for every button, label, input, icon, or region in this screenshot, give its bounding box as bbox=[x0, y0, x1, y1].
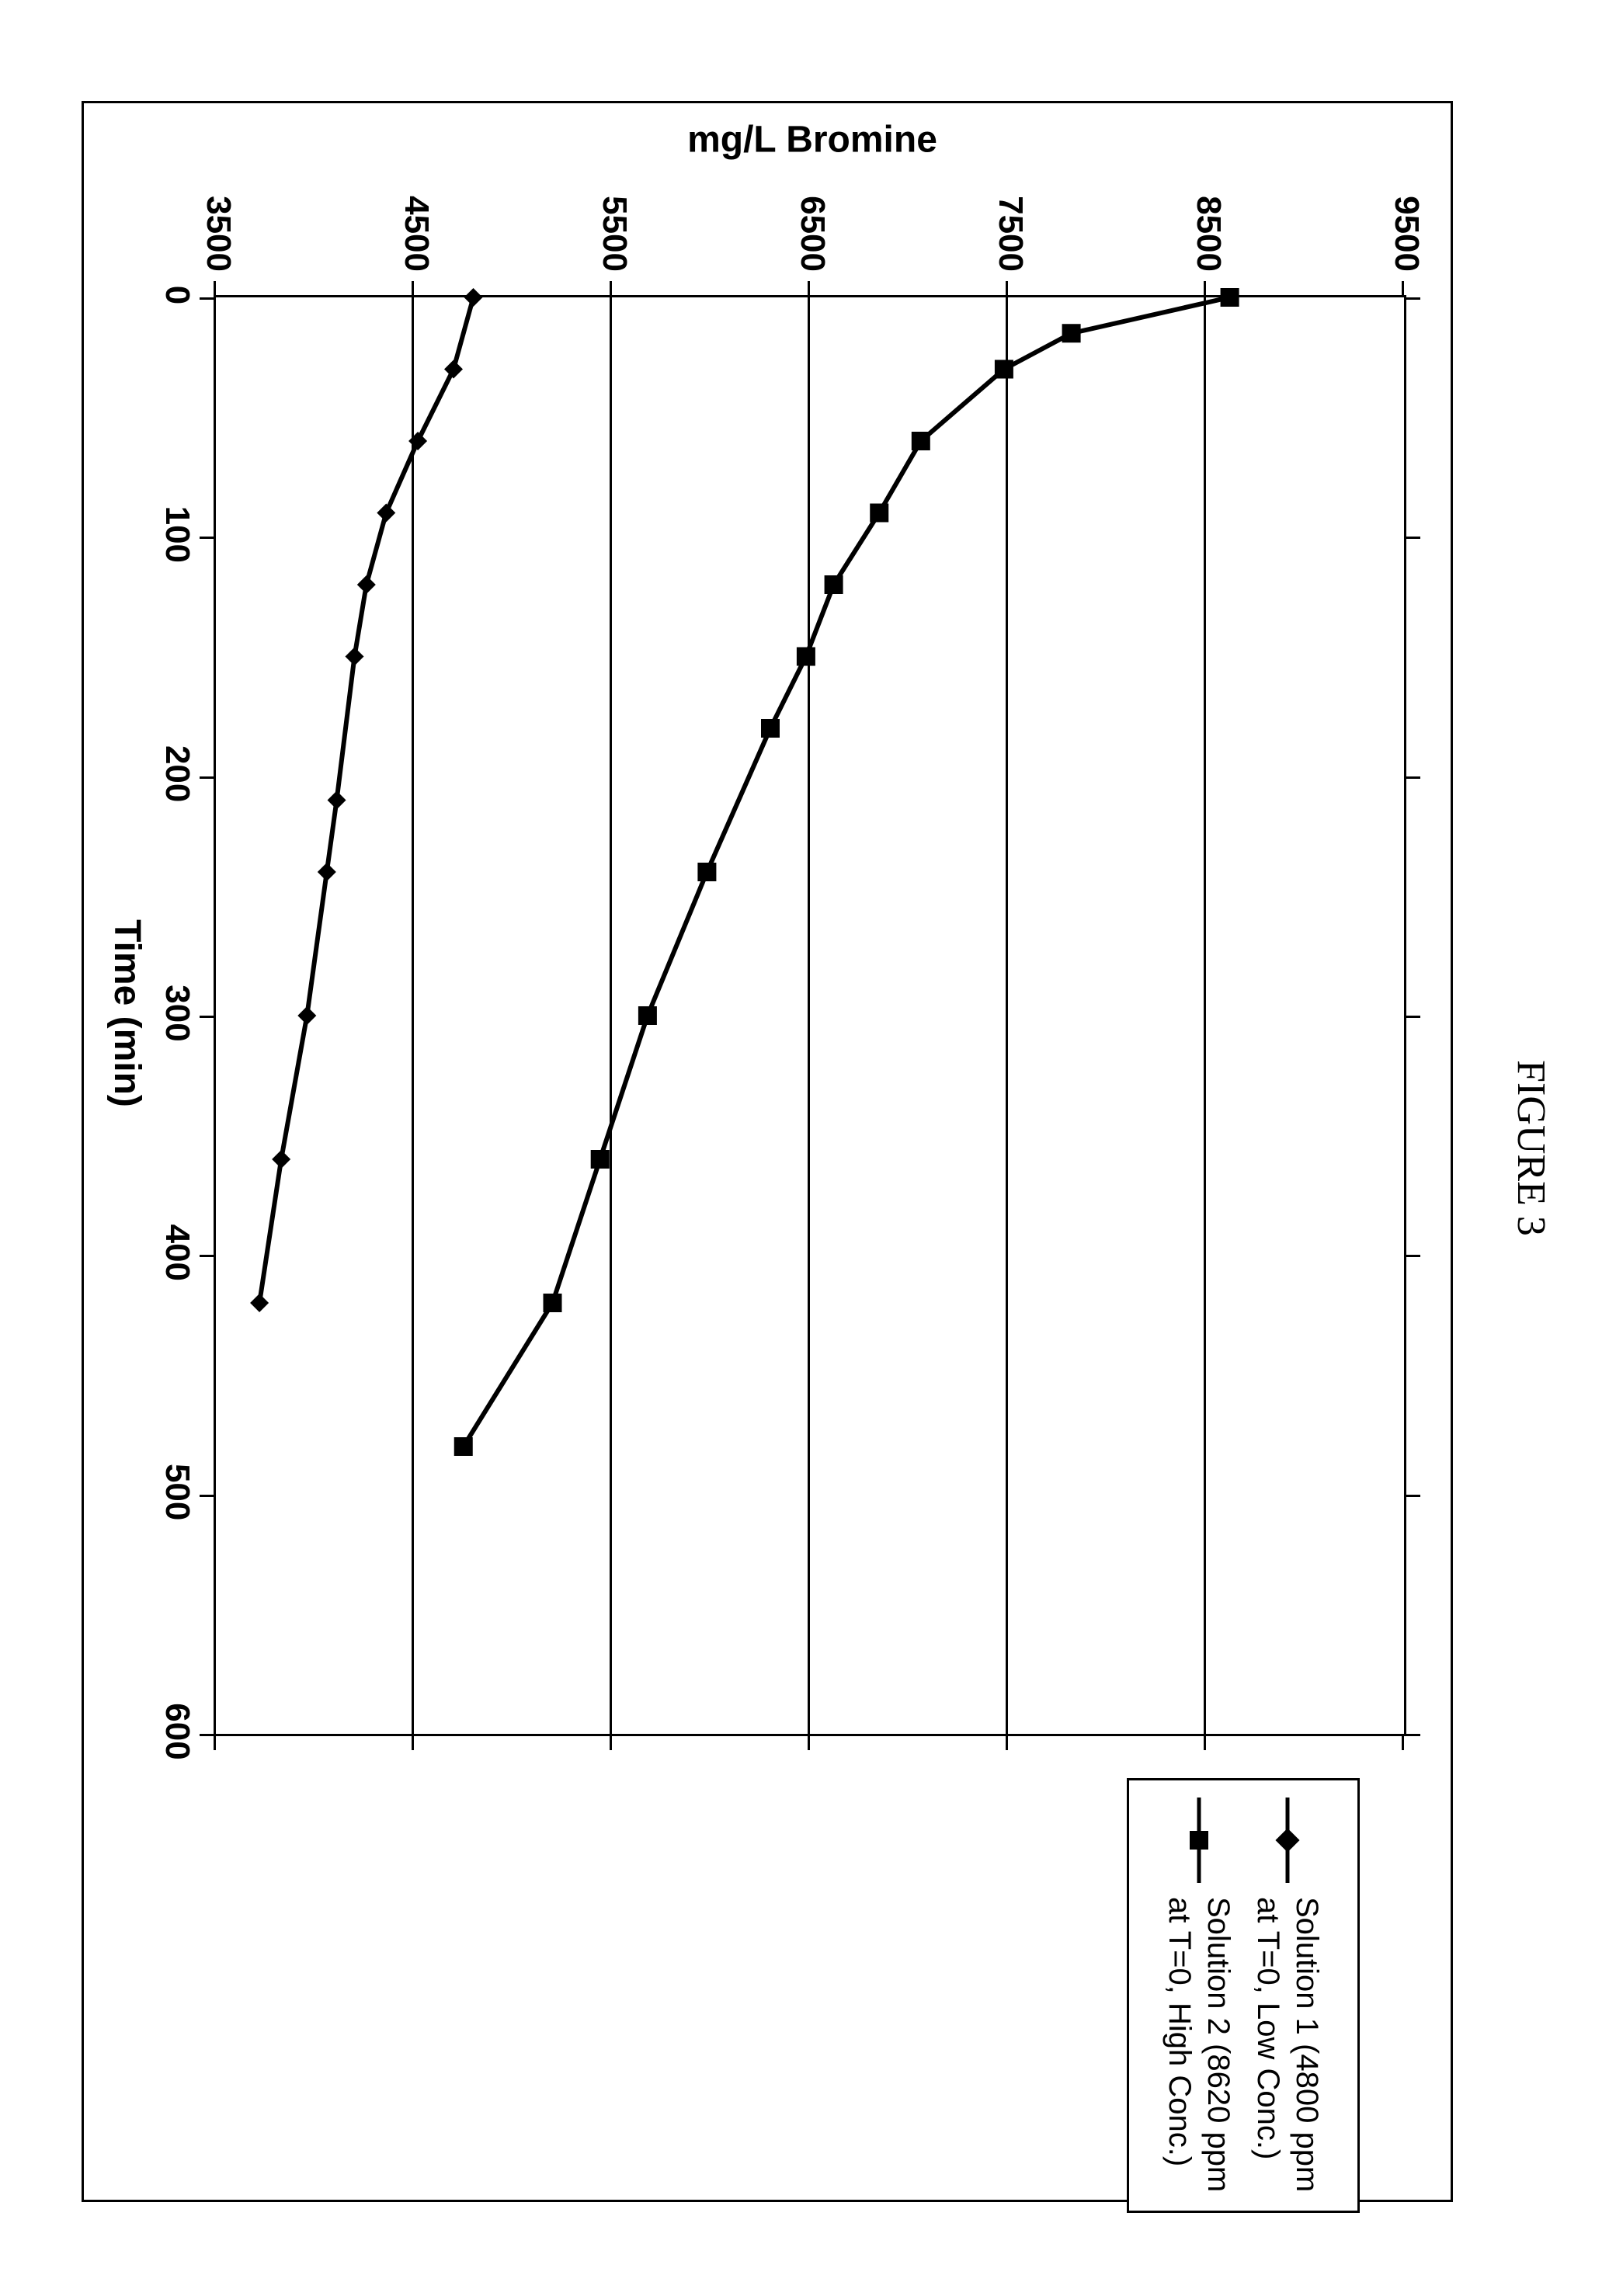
x-tick bbox=[1406, 297, 1420, 300]
square-marker-icon bbox=[1190, 1831, 1208, 1850]
legend-swatch bbox=[1272, 1798, 1303, 1883]
y-tick bbox=[214, 1736, 216, 1750]
diamond-marker-icon bbox=[346, 648, 364, 666]
series-layer bbox=[216, 297, 1404, 1734]
y-tick bbox=[1204, 281, 1206, 295]
square-marker-icon bbox=[825, 575, 843, 594]
diamond-marker-icon bbox=[1275, 1828, 1299, 1852]
square-marker-icon bbox=[697, 863, 716, 881]
x-tick-label: 200 bbox=[158, 745, 196, 802]
series-line-solution2 bbox=[464, 297, 1230, 1447]
x-tick bbox=[200, 1734, 214, 1736]
square-marker-icon bbox=[591, 1150, 610, 1169]
y-tick bbox=[214, 281, 216, 295]
x-tick bbox=[200, 297, 214, 300]
x-axis-title: Time (min) bbox=[106, 919, 148, 1107]
legend-label-line2: at T=0, High Conc.) bbox=[1162, 1897, 1197, 2166]
legend-label-line1: Solution 1 (4800 ppm bbox=[1290, 1897, 1324, 2192]
square-marker-icon bbox=[544, 1294, 562, 1312]
diamond-marker-icon bbox=[328, 791, 346, 810]
y-tick-label: 8500 bbox=[1189, 186, 1228, 272]
square-marker-icon bbox=[797, 648, 815, 666]
x-tick bbox=[1406, 537, 1420, 539]
diamond-marker-icon bbox=[318, 863, 336, 881]
y-axis-title: mg/L Bromine bbox=[687, 119, 937, 162]
square-marker-icon bbox=[912, 432, 930, 450]
square-marker-icon bbox=[1062, 324, 1081, 342]
x-tick bbox=[200, 1255, 214, 1257]
legend-label-line1: Solution 2 (8620 ppm bbox=[1201, 1897, 1235, 2192]
y-tick bbox=[412, 1736, 414, 1750]
square-marker-icon bbox=[1221, 288, 1239, 307]
diamond-marker-icon bbox=[297, 1006, 316, 1025]
x-tick-label: 300 bbox=[158, 985, 196, 1041]
y-tick bbox=[412, 281, 414, 295]
y-tick bbox=[1006, 281, 1008, 295]
legend-item-solution2: Solution 2 (8620 ppm at T=0, High Conc.) bbox=[1160, 1798, 1238, 2194]
x-tick bbox=[200, 776, 214, 779]
legend-item-solution1: Solution 1 (4800 ppm at T=0, Low Conc.) bbox=[1249, 1798, 1326, 2194]
series-line-solution1 bbox=[259, 297, 473, 1303]
legend-label: Solution 2 (8620 ppm at T=0, High Conc.) bbox=[1160, 1897, 1238, 2192]
y-tick-label: 3500 bbox=[199, 186, 238, 272]
diamond-marker-icon bbox=[272, 1150, 290, 1169]
legend-label-line2: at T=0, Low Conc.) bbox=[1251, 1897, 1285, 2159]
y-tick-label: 9500 bbox=[1387, 186, 1426, 272]
x-tick-label: 400 bbox=[158, 1224, 196, 1281]
y-tick-label: 5500 bbox=[595, 186, 634, 272]
y-tick-label: 4500 bbox=[397, 186, 436, 272]
x-tick-label: 600 bbox=[158, 1703, 196, 1759]
diamond-marker-icon bbox=[444, 360, 463, 379]
y-tick bbox=[1006, 1736, 1008, 1750]
y-tick bbox=[808, 1736, 810, 1750]
page: FIGURE 3 Time (min) mg/L Bromine Solutio… bbox=[0, 0, 1616, 2296]
square-marker-icon bbox=[761, 719, 780, 738]
diamond-marker-icon bbox=[377, 504, 395, 523]
square-marker-icon bbox=[870, 504, 888, 523]
diamond-marker-icon bbox=[408, 432, 427, 450]
legend-swatch bbox=[1183, 1798, 1215, 1883]
x-tick-label: 500 bbox=[158, 1464, 196, 1520]
diamond-marker-icon bbox=[250, 1294, 269, 1312]
y-tick bbox=[610, 281, 612, 295]
x-tick bbox=[1406, 776, 1420, 779]
x-tick-label: 100 bbox=[158, 506, 196, 563]
x-tick bbox=[1406, 1016, 1420, 1018]
square-marker-icon bbox=[638, 1006, 657, 1025]
y-tick bbox=[1402, 1736, 1404, 1750]
y-tick bbox=[1402, 281, 1404, 295]
x-tick bbox=[200, 1495, 214, 1497]
square-marker-icon bbox=[454, 1437, 473, 1456]
legend: Solution 1 (4800 ppm at T=0, Low Conc.) … bbox=[1127, 1778, 1360, 2213]
y-tick-label: 7500 bbox=[991, 186, 1030, 272]
x-tick bbox=[1406, 1734, 1420, 1736]
x-tick bbox=[200, 537, 214, 539]
y-tick bbox=[1204, 1736, 1206, 1750]
y-tick bbox=[808, 281, 810, 295]
square-marker-icon bbox=[995, 360, 1013, 379]
x-tick bbox=[1406, 1495, 1420, 1497]
plot-area bbox=[214, 295, 1406, 1736]
figure-title: FIGURE 3 bbox=[1508, 0, 1554, 2296]
y-tick-label: 6500 bbox=[793, 186, 832, 272]
y-tick bbox=[610, 1736, 612, 1750]
x-tick-label: 0 bbox=[158, 286, 196, 304]
x-tick bbox=[1406, 1255, 1420, 1257]
diamond-marker-icon bbox=[357, 575, 376, 594]
x-tick bbox=[200, 1016, 214, 1018]
landscape-canvas: FIGURE 3 Time (min) mg/L Bromine Solutio… bbox=[0, 0, 1616, 2296]
legend-label: Solution 1 (4800 ppm at T=0, Low Conc.) bbox=[1249, 1897, 1326, 2192]
